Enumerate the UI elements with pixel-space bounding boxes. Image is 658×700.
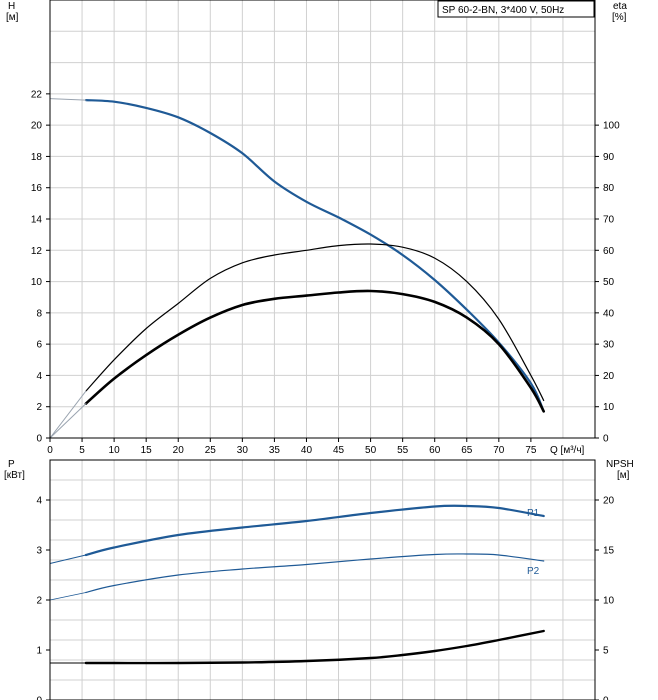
y-tick-label: 0 <box>36 434 42 445</box>
top-x-label: Q [м³/ч] <box>550 445 585 456</box>
y-tick-label: 0 <box>36 696 42 700</box>
y-tick-label: 4 <box>36 496 42 507</box>
bottom-y-label-unit: [кВт] <box>4 470 25 481</box>
y2-tick-label: 10 <box>603 402 615 413</box>
x-tick-label: 25 <box>205 445 217 456</box>
bottom-chart-frame <box>49 459 596 700</box>
y2-tick-label: 15 <box>603 546 615 557</box>
bottom-y2-label-symbol: NPSH <box>606 459 634 470</box>
top-y-label-symbol: H <box>8 1 15 12</box>
x-tick-label: 15 <box>141 445 153 456</box>
x-tick-label: 40 <box>301 445 313 456</box>
y2-tick-label: 20 <box>603 496 615 507</box>
x-tick-label: 75 <box>525 445 537 456</box>
x-tick-label: 5 <box>79 445 85 456</box>
y-tick-label: 16 <box>31 183 43 194</box>
y2-tick-label: 60 <box>603 246 615 257</box>
series-line-eta-thin-ext <box>49 390 87 439</box>
y2-tick-label: 90 <box>603 152 615 163</box>
x-tick-label: 50 <box>365 445 377 456</box>
y2-tick-label: 70 <box>603 215 615 226</box>
y-tick-label: 10 <box>31 277 43 288</box>
y2-tick-label: 80 <box>603 183 615 194</box>
x-tick-label: 30 <box>237 445 249 456</box>
y-tick-label: 22 <box>31 89 43 100</box>
series-line-eta-thick-ext <box>49 403 87 439</box>
series-line-P1-ext <box>49 554 87 564</box>
series-line-head-ext <box>49 98 87 101</box>
top-chart-ticks: 0246810121416182022010203040506070809010… <box>31 89 620 456</box>
series-line-head <box>84 99 545 413</box>
series-line-NPSH <box>84 629 545 665</box>
x-tick-label: 10 <box>109 445 121 456</box>
chart-title: SP 60-2-BN, 3*400 V, 50Hz <box>442 5 564 16</box>
x-tick-label: 60 <box>429 445 441 456</box>
bottom-y2-label-unit: [м] <box>617 470 630 481</box>
top-y2-label-symbol: eta <box>613 1 627 12</box>
y2-tick-label: 0 <box>603 434 609 445</box>
series-line-P2 <box>85 553 545 594</box>
top-y-label-unit: [м] <box>6 12 19 23</box>
series-label-p1: P1 <box>527 508 540 519</box>
chart-title-box <box>437 0 595 18</box>
y-tick-label: 6 <box>36 340 42 351</box>
series-label-p2: P2 <box>527 566 540 577</box>
x-tick-label: 65 <box>461 445 473 456</box>
x-tick-label: 0 <box>47 445 53 456</box>
top-chart-series <box>49 98 545 439</box>
bottom-y-label-symbol: P <box>8 459 15 470</box>
y2-tick-label: 0 <box>603 696 609 700</box>
y2-tick-label: 40 <box>603 308 615 319</box>
bottom-chart-series <box>49 504 545 665</box>
top-y2-label-unit: [%] <box>612 12 627 23</box>
y-tick-label: 2 <box>36 402 42 413</box>
series-line-P2-ext <box>49 592 87 601</box>
top-chart-grid <box>50 0 595 438</box>
series-line-eta-thick <box>84 289 545 413</box>
x-tick-label: 20 <box>173 445 185 456</box>
y2-tick-label: 50 <box>603 277 615 288</box>
y2-tick-label: 30 <box>603 340 615 351</box>
y-tick-label: 20 <box>31 121 43 132</box>
y-tick-label: 8 <box>36 308 42 319</box>
y-tick-label: 3 <box>36 546 42 557</box>
x-tick-label: 55 <box>397 445 409 456</box>
y-tick-label: 2 <box>36 596 42 607</box>
series-line-P1 <box>84 504 545 557</box>
bottom-chart-ticks: 0 1 2 3 4 0 5 10 15 20 <box>36 496 615 700</box>
y-tick-label: 14 <box>31 215 43 226</box>
y-tick-label: 18 <box>31 152 43 163</box>
x-tick-label: 35 <box>269 445 281 456</box>
x-tick-label: 45 <box>333 445 345 456</box>
y-tick-label: 12 <box>31 246 43 257</box>
y-tick-label: 4 <box>36 371 42 382</box>
series-line-eta-thin <box>85 243 545 402</box>
y2-tick-label: 5 <box>603 646 609 657</box>
y2-tick-label: 100 <box>603 121 620 132</box>
y2-tick-label: 20 <box>603 371 615 382</box>
y2-tick-label: 10 <box>603 596 615 607</box>
y-tick-label: 1 <box>36 646 42 657</box>
x-tick-label: 70 <box>493 445 505 456</box>
